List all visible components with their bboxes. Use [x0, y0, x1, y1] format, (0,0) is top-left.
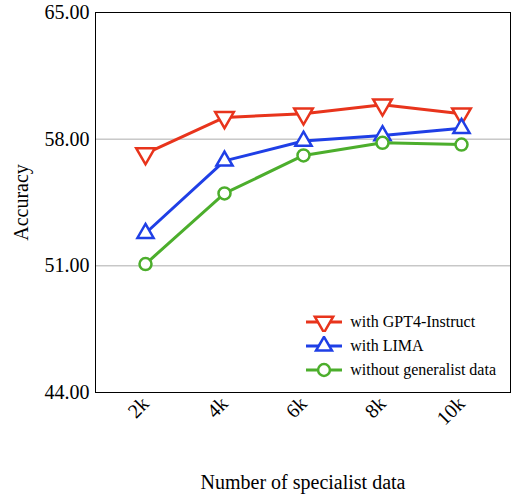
svg-text:4k: 4k [202, 392, 232, 422]
svg-text:Accuracy: Accuracy [10, 164, 33, 241]
svg-text:8k: 8k [360, 392, 390, 422]
svg-text:58.00: 58.00 [45, 128, 90, 150]
html-text:with LIMA: with LIMA [350, 337, 424, 354]
html-text:with GPT4-Instruct: with GPT4-Instruct [350, 313, 476, 330]
svg-text:2k: 2k [123, 392, 153, 422]
html-text:without generalist data: without generalist data [350, 361, 496, 378]
svg-text:44.00: 44.00 [45, 381, 90, 403]
svg-text:Number of specialist data: Number of specialist data [201, 471, 406, 494]
svg-text:6k: 6k [281, 392, 311, 422]
svg-text:51.00: 51.00 [45, 254, 90, 276]
svg-text:65.00: 65.00 [45, 1, 90, 23]
svg-text:10k: 10k [432, 392, 469, 429]
